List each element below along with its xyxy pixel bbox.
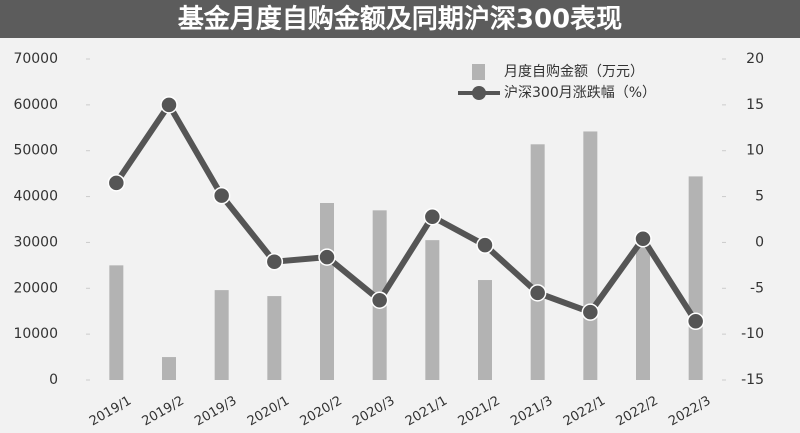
line-marker — [634, 230, 652, 248]
line-marker — [212, 186, 231, 205]
line-marker — [107, 174, 126, 192]
line-marker — [265, 252, 284, 271]
y2-tick-label: 15 — [746, 97, 764, 113]
bar — [478, 280, 492, 380]
bar — [636, 247, 650, 380]
y2-tick-label: 10 — [746, 143, 764, 159]
y2-tick-label: 0 — [755, 234, 764, 250]
y-tick-label: 40000 — [13, 189, 58, 205]
line — [113, 101, 699, 323]
y-tick-label: 10000 — [13, 326, 58, 342]
bar — [109, 265, 124, 380]
line-marker — [160, 96, 178, 114]
y2-tick-label: 5 — [755, 189, 764, 205]
y2-tick-label: -15 — [741, 372, 764, 388]
bar — [425, 240, 440, 380]
legend-label: 月度自购金额（万元） — [504, 64, 644, 80]
y2-tick-label: -5 — [750, 280, 764, 296]
y-tick-label: 20000 — [13, 280, 58, 296]
bar — [162, 357, 176, 380]
bar — [320, 202, 334, 380]
y-tick-label: 0 — [49, 372, 58, 388]
y-tick-label: 60000 — [13, 97, 58, 113]
legend-swatch — [472, 64, 485, 80]
chart-title: 基金月度自购金额及同期沪深300表现 — [178, 4, 622, 35]
y2-tick-label: 20 — [746, 51, 764, 67]
line-marker — [423, 207, 442, 226]
title-bar — [0, 0, 800, 38]
bar — [688, 176, 703, 380]
bar — [530, 144, 545, 380]
bar — [267, 296, 282, 380]
y-tick-label: 50000 — [13, 143, 58, 159]
y-tick-label: 70000 — [13, 51, 58, 67]
legend-label: 沪深300月涨跌幅（%） — [504, 85, 656, 101]
y-tick-label: 30000 — [13, 234, 58, 250]
bar — [583, 131, 598, 380]
line-marker — [318, 248, 336, 266]
line-marker — [581, 303, 600, 321]
line-marker — [528, 284, 547, 302]
line-marker — [686, 312, 705, 331]
legend-marker — [472, 86, 486, 100]
line-marker — [476, 236, 494, 254]
line-marker — [370, 291, 389, 309]
y2-tick-label: -10 — [741, 326, 764, 342]
bar — [214, 290, 229, 380]
